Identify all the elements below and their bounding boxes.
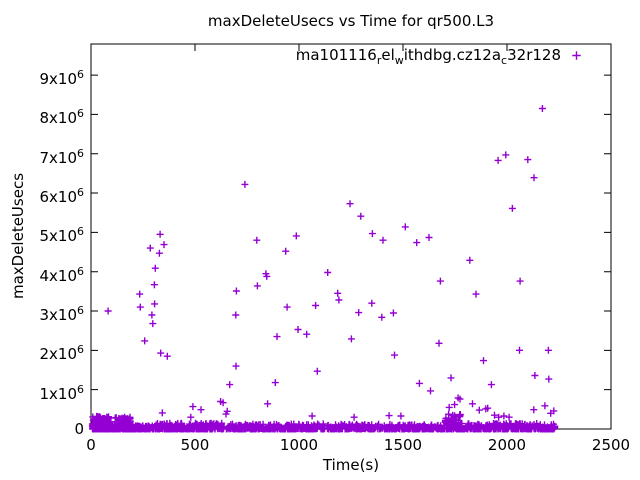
x-tick-label: 2000 xyxy=(487,436,527,454)
x-axis-label: Time(s) xyxy=(322,456,380,474)
legend-label-text: ma101116 xyxy=(295,46,377,64)
x-tick-label: 2500 xyxy=(591,436,631,454)
y-tick-label: 5x106 xyxy=(39,225,84,246)
y-tick-label: 0 xyxy=(74,420,84,438)
y-tick-label: 7x106 xyxy=(39,146,84,167)
legend-label-text: el xyxy=(381,46,395,64)
legend: ma101116relwithdbg.cz12ac32r128 xyxy=(295,46,583,67)
y-tick-label: 4x106 xyxy=(39,264,84,285)
y-tick-label: 6x106 xyxy=(39,186,84,207)
plot-frame xyxy=(90,43,612,430)
data-points xyxy=(88,105,559,433)
legend-label-text: ithdbg.cz12a xyxy=(403,46,502,64)
legend-label-subscript: w xyxy=(394,54,404,67)
x-tick-label: 0 xyxy=(86,436,96,454)
y-tick-label: 1x106 xyxy=(39,382,84,403)
legend-label-subscript: c xyxy=(501,54,508,67)
y-tick-label: 3x106 xyxy=(39,304,84,325)
y-tick-label: 9x106 xyxy=(39,68,84,89)
x-tick-label: 1500 xyxy=(383,436,423,454)
legend-marker-icon xyxy=(572,50,581,60)
chart-title: maxDeleteUsecs vs Time for qr500.L3 xyxy=(207,12,495,30)
legend-label-subscript: r xyxy=(376,54,382,67)
legend-label: ma101116relwithdbg.cz12ac32r128 xyxy=(295,46,561,67)
y-tick-label: 2x106 xyxy=(39,343,84,364)
axis-ticks xyxy=(90,44,612,430)
y-axis-label: maxDeleteUsecs xyxy=(9,172,27,300)
x-tick-label: 1000 xyxy=(279,436,319,454)
x-tick-label: 500 xyxy=(180,436,210,454)
legend-label-text: 32r128 xyxy=(507,46,561,64)
y-tick-label: 8x106 xyxy=(39,107,84,128)
